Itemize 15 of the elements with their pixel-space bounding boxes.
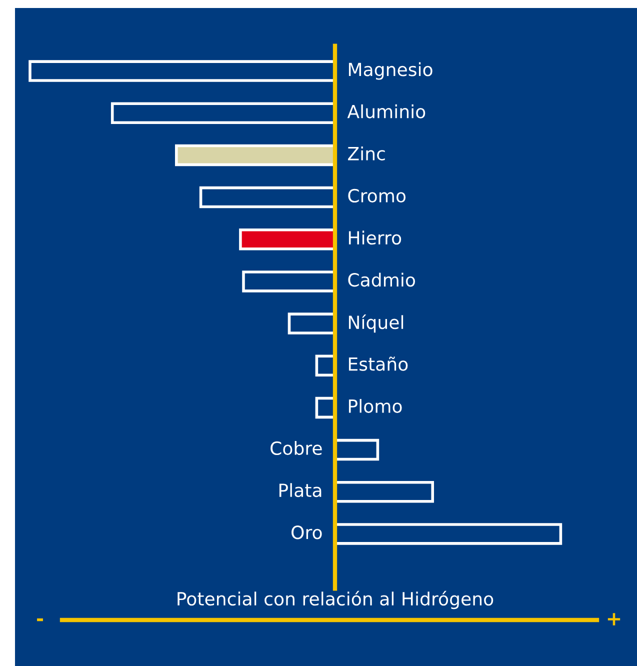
text: +: [608, 613, 620, 626]
y-tick-label: Níquel: [348, 314, 404, 333]
y-tick-label: Magnesio: [348, 62, 432, 80]
y-tick-label: Hierro: [348, 230, 402, 245]
y-tick-label: Zinc: [348, 146, 385, 160]
text: -: [37, 618, 43, 622]
y-tick-label: Cobre: [270, 441, 322, 456]
y-tick-label: Estaño: [348, 356, 408, 371]
y-tick-label: Plata: [279, 483, 322, 498]
y-tick-label: Oro: [292, 526, 322, 540]
y-tick-label: Aluminio: [347, 104, 426, 118]
y-tick-label: Plomo: [348, 398, 402, 413]
y-tick-label: Cromo: [348, 188, 406, 203]
y-tick-label: Cadmio: [348, 272, 415, 287]
x-axis-title: Potencial con relación al Hidrógeno: [178, 590, 494, 610]
